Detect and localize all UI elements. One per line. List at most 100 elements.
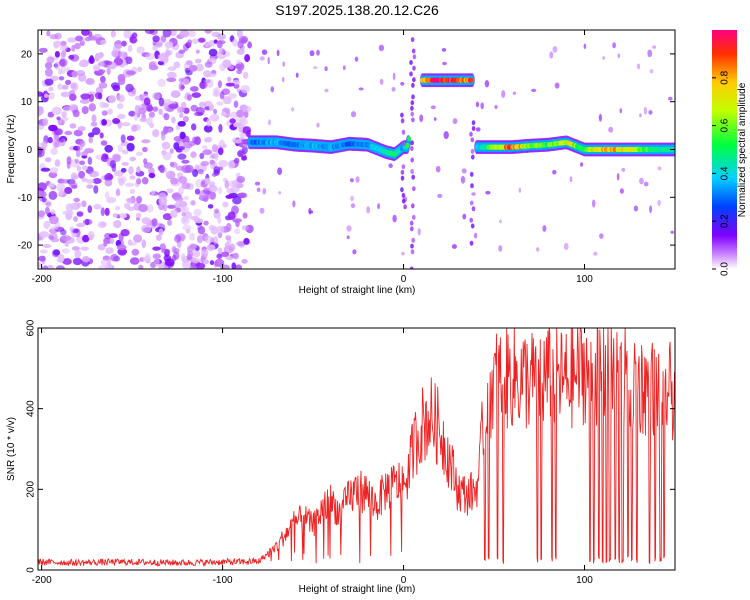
heatmap-noise-cell	[81, 200, 87, 208]
heatmap-noise-cell	[181, 215, 188, 223]
heatmap-noise-cell	[316, 122, 320, 128]
heatmap-noise-cell	[92, 178, 102, 184]
heatmap-noise-cell	[98, 82, 108, 89]
heatmap-noise-cell	[549, 51, 554, 59]
heatmap-noise-cell	[204, 41, 210, 48]
heatmap-noise-cell	[639, 113, 642, 118]
heatmap-noise-cell	[599, 233, 604, 239]
heatmap-noise-cell	[633, 205, 639, 212]
heatmap-noise-cell	[366, 206, 371, 214]
heatmap-noise-cell	[239, 132, 247, 138]
heatmap-noise-cell	[518, 187, 522, 193]
heatmap-noise-cell	[409, 60, 413, 65]
heatmap-noise-cell	[133, 112, 139, 121]
heatmap-noise-cell	[39, 231, 50, 238]
heatmap-noise-cell	[158, 108, 163, 115]
heatmap-noise-cell	[128, 166, 134, 175]
heatmap-noise-cell	[72, 246, 80, 251]
heatmap-noise-cell	[88, 132, 95, 138]
heatmap-noise-cell	[61, 50, 67, 58]
heatmap-noise-cell	[177, 153, 187, 160]
heatmap-noise-cell	[232, 196, 242, 205]
heatmap-noise-cell	[200, 248, 209, 258]
heatmap-noise-cell	[81, 106, 89, 115]
heatmap-noise-cell	[401, 192, 406, 198]
heatmap-noise-cell	[48, 215, 59, 225]
heatmap-noise-cell	[44, 157, 52, 163]
heatmap-noise-cell	[295, 72, 299, 78]
heatmap-noise-cell	[237, 150, 244, 158]
heatmap-noise-cell	[292, 200, 296, 208]
heatmap-noise-cell	[54, 141, 60, 148]
heatmap-noise-cell	[182, 206, 189, 213]
heatmap-noise-cell	[411, 82, 415, 88]
heatmap-noise-cell	[437, 193, 443, 198]
heatmap-noise-cell	[443, 131, 449, 140]
heatmap-noise-cell	[74, 42, 81, 50]
heatmap-noise-cell	[181, 182, 191, 190]
heatmap-noise-cell	[259, 56, 265, 61]
heatmap-noise-cell	[649, 69, 654, 74]
heatmap-noise-cell	[216, 253, 223, 259]
heatmap-noise-cell	[101, 110, 108, 116]
heatmap-noise-cell	[138, 107, 147, 115]
heatmap-noise-cell	[208, 48, 218, 57]
heatmap-noise-cell	[461, 168, 467, 174]
heatmap-noise-cell	[282, 76, 285, 83]
snr-x-tick-label: 0	[401, 575, 407, 586]
heatmap-noise-cell	[93, 185, 99, 194]
heatmap-noise-cell	[410, 105, 414, 111]
heatmap-noise-cell	[222, 143, 228, 149]
heatmap-noise-cell	[38, 142, 42, 147]
heatmap-noise-cell	[175, 200, 182, 206]
heatmap-noise-cell	[170, 177, 179, 185]
heatmap-noise-cell	[115, 206, 121, 211]
heatmap-noise-cell	[377, 203, 381, 210]
heatmap-noise-cell	[78, 170, 85, 179]
heatmap-noise-cell	[50, 225, 59, 231]
heatmap-noise-cell	[218, 186, 223, 195]
heatmap-noise-cell	[196, 235, 203, 244]
heatmap-noise-cell	[187, 250, 194, 258]
heatmap-noise-cell	[124, 202, 131, 210]
heatmap-noise-cell	[240, 37, 247, 44]
heatmap-noise-cell	[72, 257, 83, 266]
heatmap-noise-cell	[136, 196, 143, 204]
heatmap-noise-cell	[225, 235, 232, 241]
heatmap-noise-cell	[93, 33, 102, 39]
heatmap-noise-cell	[131, 248, 140, 256]
heatmap-noise-cell	[187, 39, 193, 45]
heatmap-noise-cell	[236, 240, 246, 247]
heatmap-noise-cell	[232, 38, 238, 47]
heatmap-noise-cell	[100, 75, 106, 83]
heatmap-noise-cell	[72, 109, 80, 118]
heatmap-noise-cell	[46, 56, 55, 64]
colorbar-ticks: 0.0 0.2 0.4 0.6 0.8	[712, 70, 731, 276]
heatmap-noise-cell	[38, 255, 46, 262]
heatmap-noise-cell	[193, 218, 204, 224]
heatmap-noise-cell	[419, 114, 424, 123]
heatmap-noise-cell	[49, 34, 59, 40]
heatmap-noise-cell	[400, 82, 405, 86]
heatmap-noise-cell	[60, 44, 68, 51]
spectrogram-x-tick-label: 100	[576, 274, 593, 285]
heatmap-noise-cell	[175, 124, 181, 131]
heatmap-noise-cell	[108, 94, 116, 104]
heatmap-noise-cell	[200, 160, 210, 167]
heatmap-noise-cell	[181, 159, 190, 164]
heatmap-noise-cell	[470, 223, 475, 229]
heatmap-noise-cell	[224, 241, 230, 249]
heatmap-noise-cell	[152, 35, 160, 43]
heatmap-noise-cell	[138, 264, 144, 269]
heatmap-noise-cell	[470, 137, 475, 143]
heatmap-noise-cell	[410, 226, 414, 232]
heatmap-noise-cell	[79, 98, 90, 104]
heatmap-noise-cell	[135, 212, 142, 219]
snr-plot-area	[38, 328, 675, 570]
heatmap-noise-cell	[400, 175, 405, 181]
heatmap-noise-cell	[198, 101, 206, 107]
heatmap-noise-cell	[233, 122, 242, 128]
heatmap-noise-cell	[81, 177, 88, 182]
heatmap-noise-cell	[121, 149, 129, 155]
